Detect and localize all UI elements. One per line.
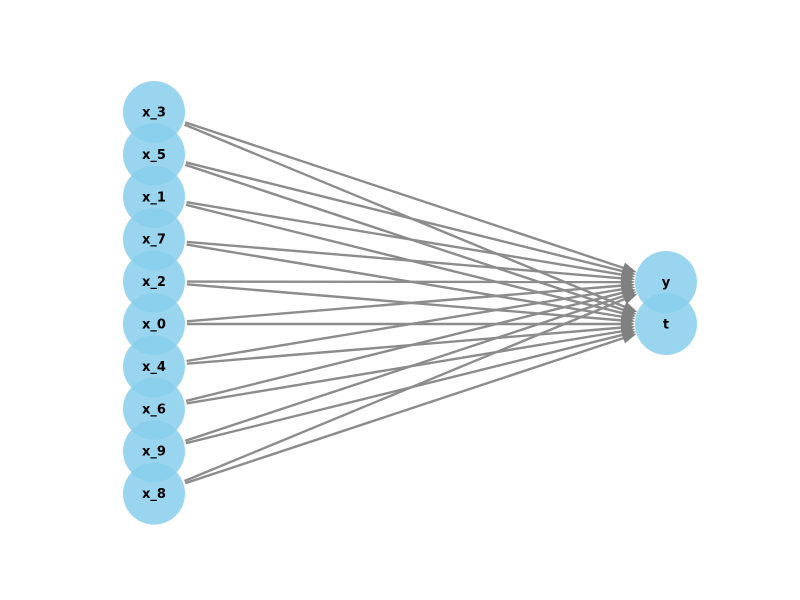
source-node-x_8: x_8 (123, 462, 185, 525)
node-circle (123, 462, 185, 525)
node-circle (123, 420, 185, 483)
source-node-x_2: x_2 (123, 250, 185, 313)
node-circle (123, 250, 185, 313)
node-label: x_3 (142, 106, 166, 121)
node-label: t (663, 318, 669, 333)
edge-x_6-to-y (185, 291, 625, 403)
target-node-t: t (635, 293, 697, 355)
node-circle (123, 208, 185, 271)
edge-x_8-to-t (184, 336, 626, 485)
edge-x_8-to-y (184, 297, 627, 483)
node-circle (123, 165, 185, 228)
edge-x_0-to-y (186, 284, 624, 323)
node-label: x_0 (142, 318, 166, 333)
source-node-x_6: x_6 (123, 377, 185, 440)
node-circle (123, 293, 185, 355)
source-node-x_4: x_4 (123, 335, 185, 398)
edge-x_3-to-y (184, 121, 626, 270)
node-label: x_2 (142, 275, 166, 290)
source-node-x_1: x_1 (123, 165, 185, 228)
edges-layer (184, 121, 627, 485)
arrowheads-layer (620, 262, 638, 344)
arrowhead-x_8-to-t (621, 332, 637, 344)
source-node-x_5: x_5 (123, 123, 185, 186)
edge-x_5-to-y (185, 161, 625, 273)
edge-x_1-to-y (186, 201, 624, 277)
node-circle (123, 377, 185, 440)
node-label: x_5 (142, 148, 166, 163)
source-node-x_9: x_9 (123, 420, 185, 483)
arrowhead-x_8-to-y (622, 293, 638, 305)
edge-x_4-to-y (186, 287, 624, 363)
node-circle (123, 81, 185, 143)
source-node-x_0: x_0 (123, 293, 185, 355)
node-circle (123, 123, 185, 186)
node-circle (635, 293, 697, 355)
node-circle (123, 335, 185, 398)
node-label: x_8 (142, 487, 166, 502)
source-node-x_3: x_3 (123, 81, 185, 143)
node-label: x_9 (142, 445, 166, 460)
node-label: y (662, 276, 671, 291)
nodes-layer: x_3 x_5 x_1 x_7 x_2 x_0 x_4 x_6 x_9 x_8 y t (123, 81, 697, 525)
edge-x_9-to-y (184, 294, 626, 442)
source-node-x_7: x_7 (123, 208, 185, 271)
node-label: x_6 (142, 402, 166, 417)
edge-x_7-to-y (186, 240, 624, 280)
node-label: x_4 (142, 360, 166, 375)
node-label: x_7 (142, 233, 166, 248)
node-label: x_1 (142, 190, 166, 205)
